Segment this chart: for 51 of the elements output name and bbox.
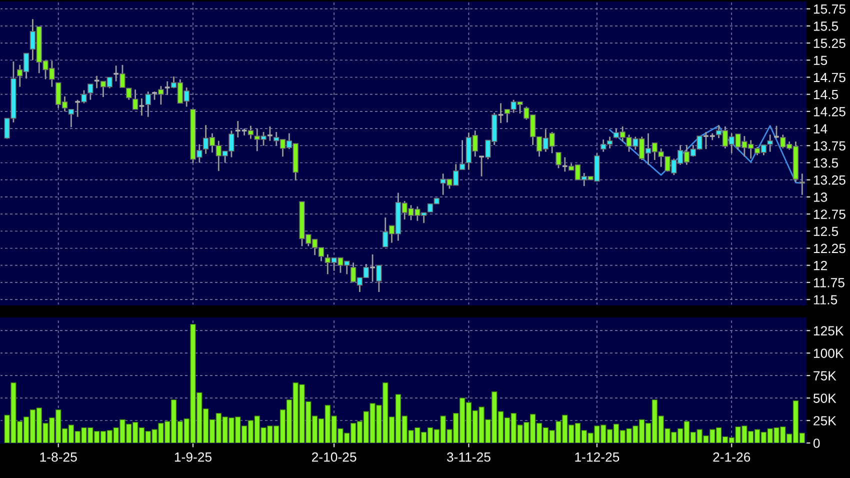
candlestick [376,264,382,293]
x-tick-label: 2-1-26 [713,452,750,462]
y-tick-label: 14.75 [814,72,846,82]
candlestick [459,139,466,170]
candlestick [497,102,504,124]
candlestick [767,134,773,152]
candlestick [145,90,151,118]
candlestick [158,85,164,106]
y-tick-label: 11.75 [814,278,844,288]
y-tick-label: 15.25 [814,38,846,48]
candlestick [799,172,806,196]
y-tick-label: 50K [813,394,836,403]
y-tick-label: 13.25 [814,175,846,185]
y-tick-label: 12.75 [814,210,846,219]
y-tick-label: 14 [814,124,828,134]
x-tick-label: 1-8-25 [40,452,77,462]
x-tick-label: 1-9-25 [174,452,212,462]
candlestick [81,90,87,104]
y-tick-label: 25K [814,416,836,426]
candlestick [369,254,376,282]
candlestick [68,108,74,128]
candlestick [126,87,132,101]
y-tick-label: 12 [814,260,827,270]
y-tick-label: 13.75 [814,141,846,151]
y-tick-label: 75K [814,371,836,380]
y-tick-label: 0 [813,438,820,448]
y-tick-label: 125K [814,326,844,336]
y-tick-label: 13 [814,192,828,202]
y-tick-label: 13.5 [814,158,838,168]
y-tick-label: 12.25 [814,244,846,254]
candlestick [164,80,171,96]
candlestick [88,83,94,101]
y-tick-label: 14.5 [814,90,838,100]
candlestick [138,98,146,116]
y-tick-label: 15 [814,56,828,66]
candlestick [248,125,254,140]
x-tick-label: 1-12-25 [575,452,620,462]
x-tick-label: 3-11-25 [446,452,490,462]
y-tick-label: 14.25 [814,107,846,116]
candlestick [266,126,274,142]
y-tick-label: 100K [814,348,844,358]
y-tick-label: 15.5 [814,22,838,31]
candlestick [74,99,81,118]
y-tick-label: 15.75 [814,4,846,14]
x-tick-label: 2-10-25 [312,452,356,462]
candlestick [132,88,138,110]
y-tick-label: 12.5 [814,226,838,236]
candlestick [120,64,126,88]
candlestick [478,156,485,178]
y-tick-label: 11.5 [814,295,838,304]
candlestick [556,152,562,169]
